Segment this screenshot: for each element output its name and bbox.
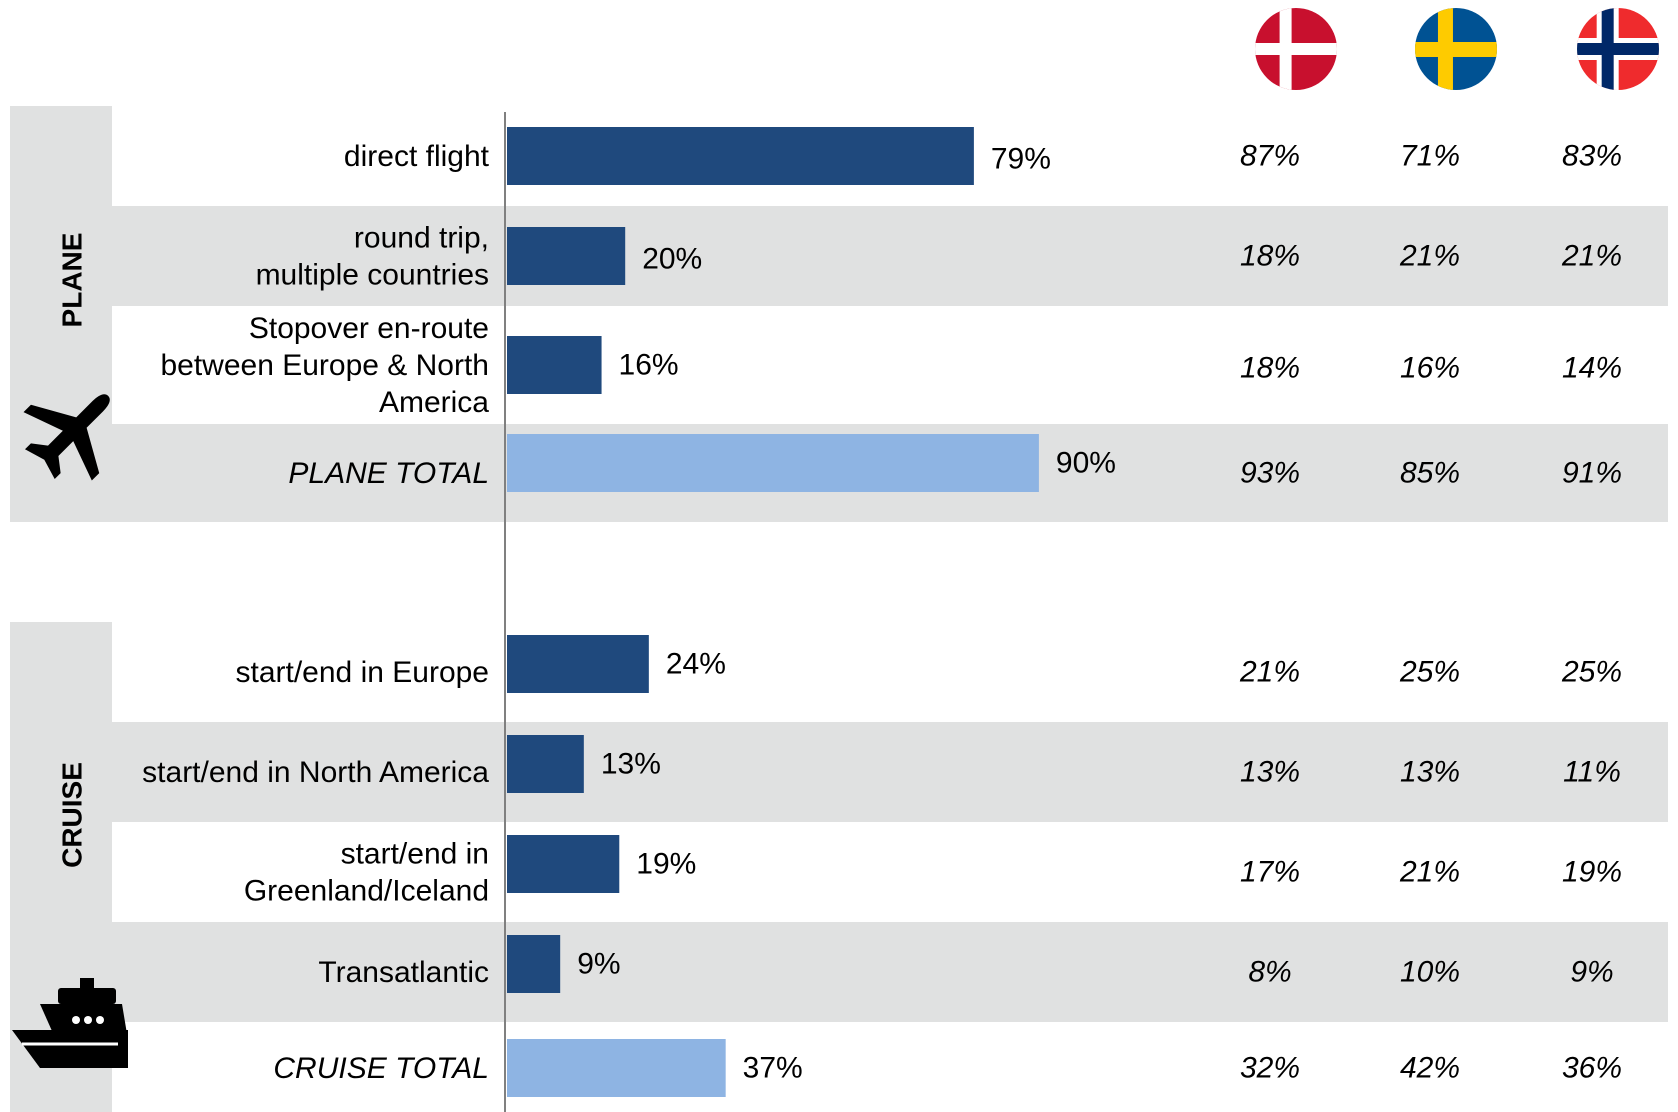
country-value: 21% bbox=[1399, 856, 1460, 889]
country-value: 25% bbox=[1561, 656, 1622, 689]
airplane-icon bbox=[23, 394, 110, 481]
value-label: 20% bbox=[642, 243, 702, 276]
value-label: 24% bbox=[666, 648, 726, 681]
country-value: 14% bbox=[1562, 352, 1622, 385]
country-value: 83% bbox=[1562, 140, 1622, 173]
category-label: PLANE TOTAL bbox=[288, 457, 489, 490]
country-value: 87% bbox=[1240, 140, 1300, 173]
ship-porthole bbox=[72, 1016, 80, 1024]
norway-blue-horizontal bbox=[1577, 43, 1659, 55]
category-label: round trip, multiple countries bbox=[256, 221, 489, 291]
ship-funnel bbox=[80, 978, 94, 990]
bar bbox=[507, 127, 974, 185]
sweden-cross-horizontal bbox=[1415, 42, 1497, 57]
norway-flag-icon bbox=[1577, 8, 1659, 90]
category-label: CRUISE TOTAL bbox=[273, 1052, 489, 1085]
denmark-cross-horizontal bbox=[1255, 43, 1337, 55]
total-bar bbox=[507, 434, 1039, 492]
country-value: 18% bbox=[1240, 240, 1300, 273]
row-band bbox=[10, 922, 1668, 1022]
bar bbox=[507, 635, 649, 693]
ship-top-deck bbox=[58, 988, 116, 1004]
bar bbox=[507, 935, 561, 993]
value-label: 37% bbox=[743, 1052, 803, 1085]
country-value: 36% bbox=[1562, 1052, 1622, 1085]
value-label: 79% bbox=[991, 143, 1051, 176]
value-label: 9% bbox=[577, 948, 620, 981]
ship-hull bbox=[12, 1030, 128, 1068]
value-label: 19% bbox=[636, 848, 696, 881]
country-value: 10% bbox=[1400, 956, 1460, 989]
country-value: 18% bbox=[1240, 352, 1300, 385]
country-value: 16% bbox=[1400, 352, 1460, 385]
country-value: 13% bbox=[1400, 756, 1460, 789]
value-label: 16% bbox=[619, 349, 679, 382]
category-label: direct flight bbox=[344, 140, 490, 173]
ship-porthole bbox=[96, 1016, 104, 1024]
value-label: 13% bbox=[601, 748, 661, 781]
country-value: 21% bbox=[1399, 240, 1460, 273]
bar bbox=[507, 336, 602, 394]
sweden-flag-icon bbox=[1415, 8, 1497, 90]
denmark-flag-icon bbox=[1255, 8, 1337, 90]
value-label: 90% bbox=[1056, 447, 1116, 480]
group-label: CRUISE bbox=[57, 762, 88, 868]
country-value: 8% bbox=[1248, 956, 1291, 989]
bar bbox=[507, 227, 626, 285]
ship-porthole bbox=[84, 1016, 92, 1024]
group-label: PLANE bbox=[57, 233, 88, 328]
row-band bbox=[10, 722, 1668, 822]
airplane-shape bbox=[23, 394, 110, 481]
country-value: 19% bbox=[1562, 856, 1622, 889]
country-value: 13% bbox=[1240, 756, 1300, 789]
bar bbox=[507, 735, 584, 793]
bar bbox=[507, 835, 620, 893]
country-value: 93% bbox=[1240, 457, 1300, 490]
country-value: 42% bbox=[1400, 1052, 1460, 1085]
country-value: 71% bbox=[1400, 140, 1460, 173]
cruise-ship-icon bbox=[12, 978, 128, 1068]
country-value: 32% bbox=[1240, 1052, 1300, 1085]
country-value: 9% bbox=[1570, 956, 1613, 989]
total-bar bbox=[507, 1039, 726, 1097]
category-label: start/end in Greenland/Iceland bbox=[244, 837, 489, 907]
category-label: Stopover en-route between Europe & North A… bbox=[160, 312, 489, 419]
row-band bbox=[10, 206, 1668, 306]
country-value: 25% bbox=[1399, 656, 1460, 689]
category-label: start/end in North America bbox=[142, 756, 489, 789]
country-value: 91% bbox=[1562, 457, 1622, 490]
category-label: Transatlantic bbox=[318, 956, 489, 989]
country-value: 17% bbox=[1240, 856, 1300, 889]
country-value: 21% bbox=[1239, 656, 1300, 689]
country-value: 21% bbox=[1561, 240, 1622, 273]
country-value: 11% bbox=[1563, 756, 1621, 789]
country-value: 85% bbox=[1400, 457, 1460, 490]
category-label: start/end in Europe bbox=[236, 656, 490, 689]
